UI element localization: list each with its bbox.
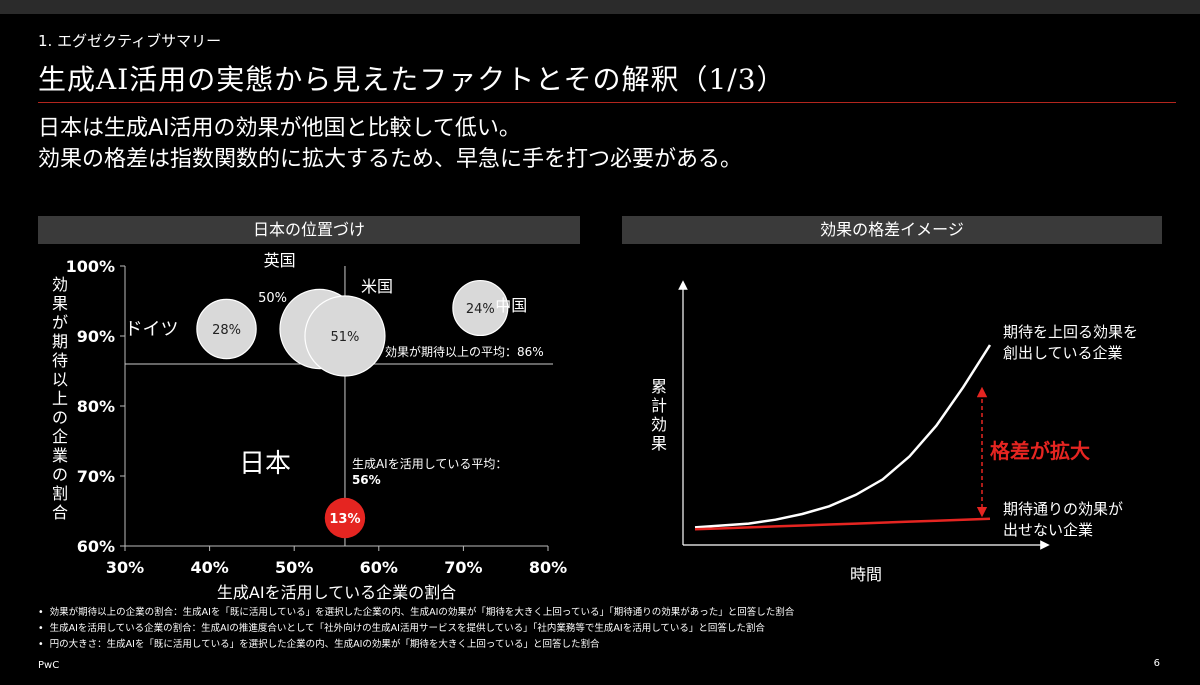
right-panel-title: 効果の格差イメージ [622,216,1162,244]
series-line-bottom [694,517,991,531]
growth-chart: 時間 累計効果格差が拡大 期待を上回る効果を創出している企業期待通りの効果が出せない… [651,280,1138,584]
series-label-bottom: 期待通りの効果が出せない企業 [1003,500,1123,539]
subtitle-line-2: 効果の格差は指数関数的に拡大するため、早急に手を打つ必要がある。 [38,147,743,172]
bubble-中国 [452,279,509,337]
country-label: 米国 [361,277,393,296]
bubble-米国 [304,295,386,377]
x-tick-label: 40% [190,558,228,577]
gap-annotation: 格差が拡大 [990,439,1090,463]
footnote-1: 効果が期待以上の企業の割合：生成AIを「既に活用している」を選択した企業の内、生… [38,605,795,621]
footer-brand: PwC [38,660,60,671]
y-tick-label: 80% [77,397,115,416]
bubble-value-label: 51% [331,330,360,345]
section-label: 1. エグゼクティブサマリー [38,32,222,50]
x-tick-label: 80% [529,558,567,577]
x-tick-label: 50% [275,558,313,577]
country-label: 日本 [239,449,291,479]
x-tick-label: 70% [444,558,482,577]
scatter-x-label: 生成AIを活用している企業の割合 [217,583,456,602]
y-tick-label: 70% [77,467,115,486]
page-title: 生成AI活用の実態から見えたファクトとその解釈（1/3） [38,63,786,96]
bubble-日本 [324,497,366,539]
country-label: ドイツ [125,319,179,340]
bubble-value-label: 28% [212,323,241,338]
growth-x-label: 時間 [850,565,882,584]
subtitle: 日本は生成AI活用の効果が他国と比較して低い。 効果の格差は指数関数的に拡大する… [38,113,742,175]
bubble-value-label: 13% [329,512,360,527]
footnote-2: 生成AIを活用している企業の割合：生成AIの推進度合いとして「社外向けの生成AI… [38,621,794,637]
country-label: 英国 [264,251,296,270]
bubble-value-label: 24% [466,302,495,317]
scatter-y-label: 効果が期待以上の企業の割合 [52,275,68,522]
left-panel-title: 日本の位置づけ [38,216,580,244]
country-label: 中国 [495,296,527,315]
bubble-ドイツ [196,298,257,360]
scatter-chart: 30% 40% 50% 60% 70% 80% 60% 70% 80% 90% 100% 生成AIを活… [52,251,567,602]
series-label-top: 期待を上回る効果を創出している企業 [1003,323,1138,362]
x-tick-label: 30% [106,558,144,577]
title-divider [38,102,1176,103]
avg-effect-label: 効果が期待以上の平均：86% [385,344,544,359]
avg-usage-label: 生成AIを活用している平均： [352,457,507,471]
footnote-3: 円の大きさ：生成AIを「既に活用している」を選択した企業の内、生成AIの効果が「… [38,637,794,653]
growth-y-label: 累計効果 [651,377,667,453]
avg-usage-value: 56% [352,473,381,487]
subtitle-line-1: 日本は生成AI活用の効果が他国と比較して低い。 [38,116,521,141]
x-tick-label: 60% [360,558,398,577]
page-number: 6 [1153,658,1160,669]
y-tick-label: 60% [77,537,115,556]
bubble-value-label: 50% [258,291,287,306]
series-line-top [694,344,992,529]
top-bar [0,0,1200,14]
y-tick-label: 100% [66,257,115,276]
y-tick-label: 90% [77,327,115,346]
footnotes: 効果が期待以上の企業の割合：生成AIを「既に活用している」を選択した企業の内、生… [38,605,795,653]
